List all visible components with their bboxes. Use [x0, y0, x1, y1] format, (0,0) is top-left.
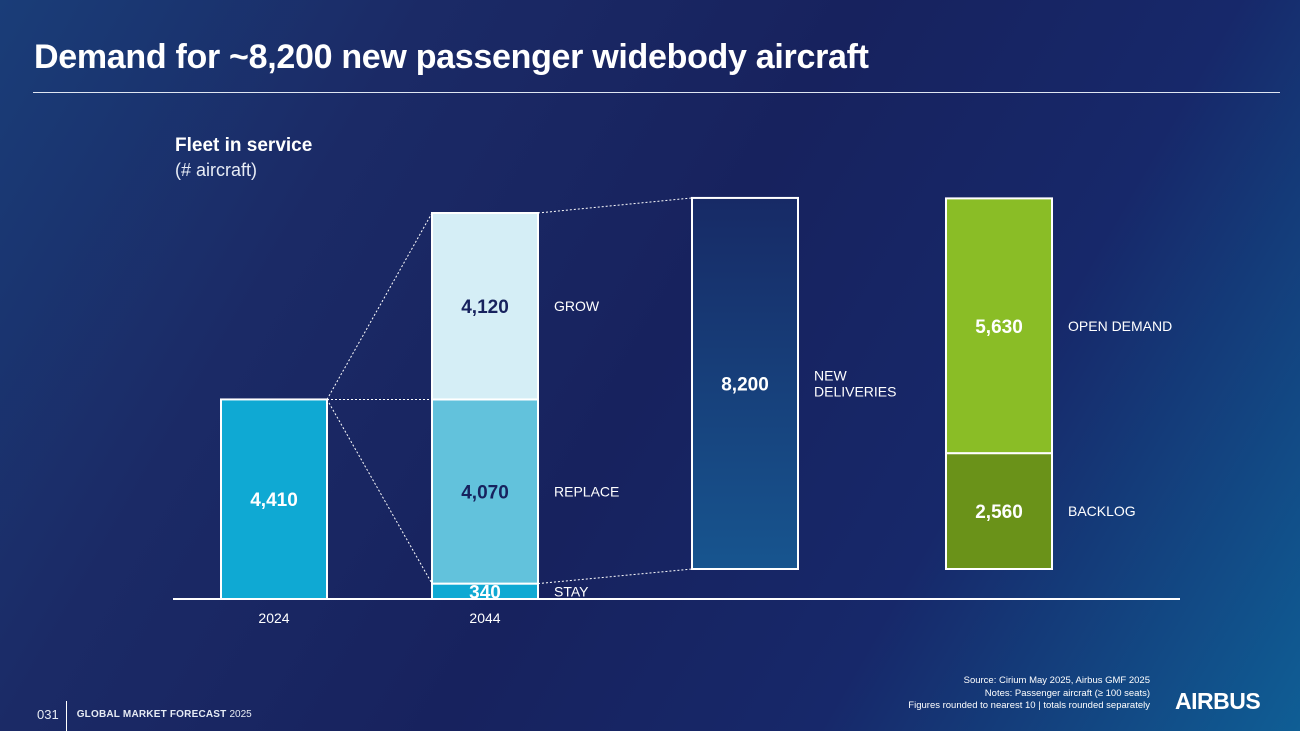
- bar-value-label: 4,070: [461, 483, 509, 504]
- page-title: Demand for ~8,200 new passenger widebody…: [34, 38, 869, 76]
- footer-year: 2025: [229, 708, 252, 720]
- segment-label: OPEN DEMAND: [1068, 318, 1172, 334]
- bar-segment-backlog: [945, 452, 1053, 571]
- connector-line: [326, 399, 433, 584]
- bar-value-label: 2,560: [975, 502, 1023, 523]
- title-divider: [33, 92, 1280, 93]
- footer-brand: GLOBAL MARKET FORECAST: [76, 708, 227, 720]
- bar-segment-open-demand: [945, 197, 1053, 455]
- connector-line: [326, 212, 433, 400]
- bar-segment-new-deliveries: [691, 196, 799, 571]
- x-tick-label: 2024: [258, 610, 289, 626]
- segment-label: REPLACE: [554, 484, 619, 500]
- bar-value-label: 8,200: [721, 374, 769, 395]
- bar-value-label: 340: [469, 582, 501, 603]
- airbus-logo: AIRBUS: [1175, 688, 1261, 714]
- bar-value-label: 5,630: [975, 317, 1023, 338]
- bar-segment-2024: [220, 398, 328, 600]
- segment-label: GROW: [554, 298, 600, 314]
- x-tick-label: 2044: [469, 610, 500, 626]
- source-notes: Source: Cirium May 2025, Airbus GMF 2025…: [908, 675, 1150, 713]
- note-line: Figures rounded to nearest 10 | totals r…: [908, 700, 1150, 711]
- segment-label: DELIVERIES: [814, 383, 896, 399]
- footer-divider: [65, 701, 67, 731]
- bar-value-label: 4,120: [461, 297, 509, 318]
- chart-title: Fleet in service: [175, 135, 313, 156]
- connector-line: [537, 197, 693, 214]
- connector-line: [537, 568, 693, 585]
- chart-subtitle: (# aircraft): [175, 160, 258, 180]
- segment-label: BACKLOG: [1068, 503, 1136, 519]
- segment-label: STAY: [554, 583, 589, 599]
- note-line: Source: Cirium May 2025, Airbus GMF 2025: [963, 675, 1150, 686]
- footer-left: 031 GLOBAL MARKET FORECAST 2025: [37, 697, 252, 731]
- note-line: Notes: Passenger aircraft (≥ 100 seats): [984, 687, 1150, 699]
- bar-value-label: 4,410: [250, 490, 298, 511]
- page-number: 031: [37, 706, 59, 722]
- segment-label: NEW: [814, 367, 847, 383]
- bar-segment-grow: [431, 212, 539, 401]
- bar-segment-replace: [431, 398, 539, 585]
